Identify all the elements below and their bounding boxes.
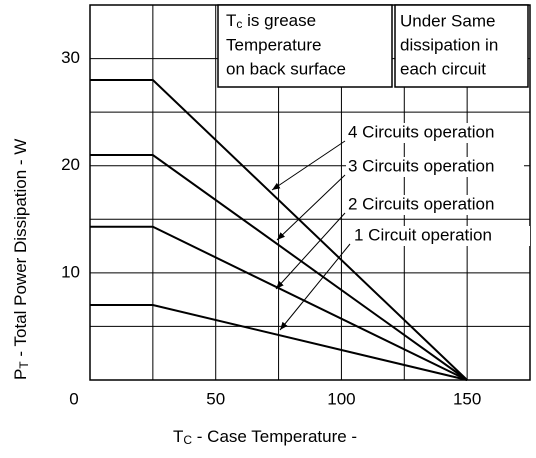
note-text: each circuit: [400, 59, 486, 78]
y-label-main: P: [11, 369, 30, 380]
note-text: Under Same: [400, 11, 495, 30]
y-tick-label: 10: [61, 262, 80, 281]
series-label: 2 Circuits operation: [348, 194, 494, 213]
label-bg: [352, 226, 530, 246]
y-axis-label: PT - Total Power Dissipation - W: [11, 139, 31, 380]
x-tick-label: 150: [453, 389, 481, 408]
label-arrow: [276, 174, 346, 241]
label-arrow: [279, 243, 351, 331]
series-line: [90, 79, 468, 381]
series-label: 3 Circuits operation: [348, 156, 494, 175]
label-bg: [346, 157, 524, 177]
note-prefix: T: [226, 11, 236, 30]
label-arrow: [271, 140, 346, 191]
series-line: [90, 225, 468, 381]
y-tick-label: 30: [61, 48, 80, 67]
x-axis-label: TC - Case Temperature -: [173, 427, 357, 447]
x-label-sub: C: [183, 433, 192, 447]
y-label-rest: - Total Power Dissipation - W: [11, 139, 30, 362]
note-line: is grease: [242, 11, 316, 30]
x-tick-label: 100: [327, 389, 355, 408]
note-sub: c: [236, 17, 242, 31]
series-line: [90, 154, 468, 381]
note-box: [394, 4, 529, 88]
series-line: [90, 304, 468, 381]
x-tick-label: 50: [206, 389, 225, 408]
label-bg: [346, 195, 524, 215]
series-label: 4 Circuits operation: [348, 122, 494, 141]
note-text: Tc is grease: [226, 11, 316, 31]
note-text: on back surface: [226, 59, 346, 78]
x-label-main: T: [173, 427, 183, 446]
label-bg: [346, 123, 524, 143]
y-tick-label: 20: [61, 155, 80, 174]
series-label: 1 Circuit operation: [354, 225, 492, 244]
y-label-sub: T: [17, 361, 31, 369]
note-box: [217, 4, 393, 88]
label-arrow: [275, 212, 346, 290]
x-tick-label: 0: [69, 389, 78, 408]
note-text: Temperature: [226, 35, 321, 54]
x-label-rest: - Case Temperature -: [192, 427, 357, 446]
note-text: dissipation in: [400, 35, 498, 54]
